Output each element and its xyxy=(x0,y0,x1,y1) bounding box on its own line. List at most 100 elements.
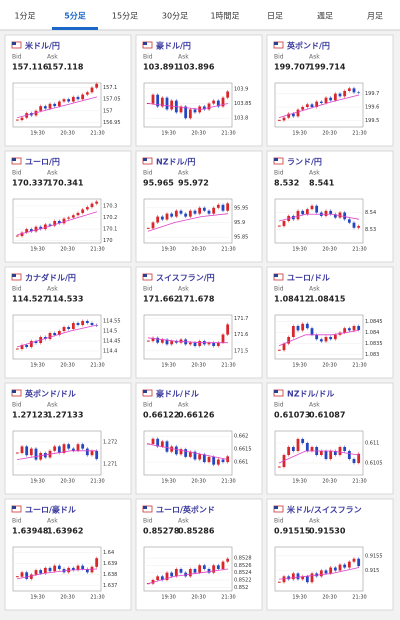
flag-mark xyxy=(12,506,16,509)
candle xyxy=(282,117,286,121)
candle xyxy=(174,569,178,577)
moving-average xyxy=(278,330,360,347)
candle xyxy=(165,97,169,110)
x-tick-label: 19:30 xyxy=(161,479,175,485)
tab-label[interactable]: 30分足 xyxy=(162,12,188,21)
x-tick-label: 20:30 xyxy=(322,479,336,485)
candle xyxy=(212,100,216,104)
tab-label[interactable]: 1時間足 xyxy=(210,12,239,21)
candle xyxy=(20,117,24,121)
candle xyxy=(170,213,174,217)
candle xyxy=(287,113,291,118)
ask-label: Ask xyxy=(309,518,320,525)
candle xyxy=(333,567,337,571)
y-tick-label: 170.2 xyxy=(103,215,117,221)
y-tick-label: 170.3 xyxy=(103,203,117,209)
tab-label[interactable]: 日足 xyxy=(267,12,283,21)
ask-value: 0.85286 xyxy=(178,527,215,536)
flag-mark xyxy=(12,390,16,393)
y-tick-label: 95.95 xyxy=(234,205,248,211)
ask-label: Ask xyxy=(309,170,320,177)
y-tick-label: 199.5 xyxy=(365,118,379,124)
y-tick-label: 156.95 xyxy=(103,120,121,126)
flag-mark xyxy=(274,274,278,277)
y-tick-label: 1.084 xyxy=(365,330,379,336)
candle xyxy=(48,103,52,109)
candle xyxy=(212,207,216,214)
candle xyxy=(57,101,61,107)
pair-title: スイスフラン/円 xyxy=(156,274,215,283)
x-tick-label: 20:30 xyxy=(322,595,336,601)
candle xyxy=(188,451,192,457)
candle xyxy=(48,224,52,226)
tab-label[interactable]: 15分足 xyxy=(112,12,138,21)
candle xyxy=(179,106,183,113)
candle xyxy=(85,321,89,323)
ask-value: 1.63962 xyxy=(47,527,83,536)
candle xyxy=(319,339,323,342)
candle xyxy=(160,576,164,580)
candle xyxy=(357,226,361,228)
candle xyxy=(357,326,361,330)
candle xyxy=(165,339,169,345)
x-tick-label: 21:30 xyxy=(352,363,366,369)
tab-label[interactable]: 1分足 xyxy=(14,12,35,21)
candle xyxy=(20,446,24,453)
plot-frame xyxy=(143,314,233,360)
candle xyxy=(34,570,38,575)
candle xyxy=(34,448,38,460)
candle xyxy=(20,572,24,577)
candle xyxy=(179,449,183,455)
candle xyxy=(90,203,94,208)
tab-label[interactable]: 5分足 xyxy=(64,11,87,21)
candle xyxy=(85,569,89,573)
ask-label: Ask xyxy=(47,286,58,293)
pair-title: ユーロ/円 xyxy=(25,158,60,167)
pair-title: ランド/円 xyxy=(287,158,322,167)
candle xyxy=(338,212,342,218)
candle xyxy=(188,342,192,345)
y-tick-label: 0.9155 xyxy=(365,553,383,559)
y-tick-label: 0.6615 xyxy=(234,447,252,453)
bid-value: 0.91515 xyxy=(274,527,311,536)
candle xyxy=(193,109,197,113)
candle xyxy=(198,565,202,573)
candle xyxy=(95,83,99,88)
bid-label: Bid xyxy=(274,54,284,61)
x-tick-label: 19:30 xyxy=(30,363,44,369)
candle xyxy=(357,558,361,567)
candle xyxy=(347,328,351,331)
bid-value: 1.63948 xyxy=(12,527,49,536)
candle xyxy=(333,214,337,218)
moving-average xyxy=(16,324,98,348)
ask-label: Ask xyxy=(178,402,189,409)
candle xyxy=(291,113,295,117)
candle xyxy=(207,342,211,345)
candle xyxy=(296,439,300,451)
x-tick-label: 19:30 xyxy=(292,595,306,601)
candle xyxy=(287,337,291,344)
bid-label: Bid xyxy=(12,518,22,525)
pair-title: NZドル/円 xyxy=(156,158,195,167)
candle xyxy=(184,213,188,217)
ask-label: Ask xyxy=(178,286,189,293)
y-tick-label: 0.6105 xyxy=(365,461,383,467)
y-tick-label: 95.85 xyxy=(234,235,248,241)
tab-label[interactable]: 月足 xyxy=(367,12,383,21)
candle xyxy=(81,209,85,213)
candle xyxy=(207,103,211,110)
candle xyxy=(310,328,314,335)
bid-label: Bid xyxy=(12,170,22,177)
tab-label[interactable]: 週足 xyxy=(317,12,333,21)
candle xyxy=(347,561,351,568)
bid-label: Bid xyxy=(143,518,153,525)
candle xyxy=(188,569,192,577)
candle xyxy=(165,213,169,220)
candle xyxy=(67,444,71,449)
x-tick-label: 19:30 xyxy=(292,363,306,369)
candle xyxy=(165,572,169,580)
y-tick-label: 114.4 xyxy=(103,349,117,355)
tab-indicator xyxy=(52,27,98,30)
candle xyxy=(296,210,300,220)
